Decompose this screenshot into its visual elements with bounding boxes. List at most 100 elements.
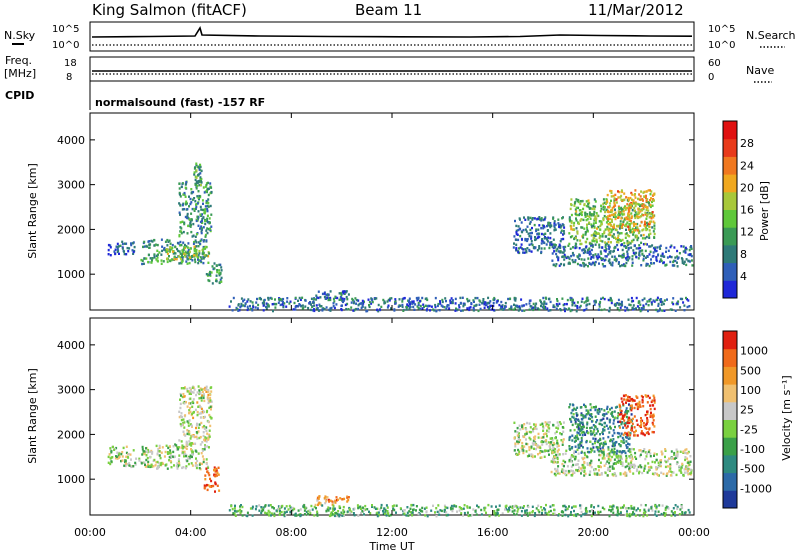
- range-gate-cell: [183, 208, 186, 211]
- range-gate-cell: [594, 234, 597, 237]
- velocity-colorbar-tick: -500: [740, 463, 765, 476]
- range-gate-cell: [580, 514, 583, 518]
- range-gate-cell: [629, 397, 632, 401]
- range-gate-cell: [602, 453, 605, 456]
- range-gate-cell: [602, 428, 605, 431]
- range-gate-cell: [625, 217, 628, 220]
- range-gate-cell: [652, 230, 655, 233]
- range-gate-cell: [676, 455, 679, 458]
- range-gate-cell: [607, 237, 610, 241]
- range-gate-cell: [646, 224, 649, 227]
- range-gate-cell: [182, 193, 185, 196]
- range-gate-cell: [593, 219, 596, 222]
- range-gate-cell: [535, 447, 537, 451]
- range-gate-cell: [191, 405, 194, 408]
- range-gate-cell: [493, 510, 496, 513]
- range-gate-cell: [178, 235, 181, 238]
- range-gate-cell: [197, 426, 200, 429]
- range-gate-cell: [511, 510, 514, 513]
- range-gate-cell: [646, 300, 649, 303]
- range-gate-cell: [603, 464, 606, 467]
- range-gate-cell: [210, 400, 213, 403]
- range-gate-cell: [592, 424, 595, 427]
- range-gate-cell: [169, 445, 171, 448]
- range-gate-cell: [619, 303, 622, 306]
- range-gate-cell: [196, 437, 199, 440]
- range-gate-cell: [540, 232, 543, 236]
- range-gate-cell: [241, 505, 244, 509]
- range-gate-cell: [191, 450, 194, 453]
- range-gate-cell: [628, 437, 631, 440]
- range-gate-cell: [443, 508, 446, 512]
- range-gate-cell: [554, 264, 557, 268]
- range-gate-cell: [640, 264, 643, 267]
- range-gate-cell: [585, 307, 588, 310]
- range-gate-cell: [199, 443, 202, 446]
- range-gate-cell: [645, 235, 648, 239]
- range-gate-cell: [528, 248, 531, 252]
- range-gate-cell: [408, 297, 411, 300]
- range-gate-cell: [581, 433, 584, 437]
- range-gate-cell: [234, 504, 236, 507]
- range-gate-cell: [531, 428, 534, 431]
- range-gate-cell: [166, 244, 169, 247]
- range-gate-cell: [387, 304, 390, 307]
- range-gate-cell: [122, 446, 125, 450]
- range-gate-cell: [300, 514, 303, 517]
- range-gate-cell: [598, 236, 601, 240]
- range-gate-cell: [532, 306, 535, 309]
- range-gate-cell: [677, 300, 680, 303]
- range-gate-cell: [193, 245, 196, 248]
- range-gate-cell: [567, 262, 570, 265]
- range-gate-cell: [361, 510, 364, 513]
- range-gate-cell: [206, 204, 209, 208]
- range-gate-cell: [625, 407, 628, 410]
- range-gate-cell: [649, 297, 652, 301]
- colorbar-segment: [723, 366, 737, 385]
- range-gate-cell: [611, 473, 614, 476]
- range-gate-cell: [589, 403, 592, 406]
- range-gate-cell: [128, 247, 131, 250]
- range-gate-cell: [625, 410, 628, 413]
- range-gate-cell: [630, 507, 633, 510]
- range-gate-cell: [521, 247, 523, 250]
- colorbar-segment: [723, 209, 737, 228]
- range-gate-cell: [625, 457, 628, 460]
- range-gate-cell: [161, 245, 164, 248]
- range-gate-cell: [589, 252, 592, 255]
- range-gate-cell: [197, 218, 199, 221]
- range-gate-cell: [394, 298, 397, 301]
- range-gate-cell: [652, 423, 655, 426]
- range-gate-cell: [294, 514, 297, 517]
- range-gate-cell: [340, 298, 343, 301]
- range-gate-cell: [638, 244, 641, 247]
- range-gate-cell: [158, 251, 161, 254]
- range-gate-cell: [517, 508, 520, 511]
- range-gate-cell: [566, 507, 569, 510]
- range-gate-cell: [618, 450, 621, 453]
- range-gate-cell: [283, 507, 286, 510]
- range-gate-cell: [368, 305, 371, 309]
- range-gate-cell: [388, 299, 391, 302]
- range-gate-cell: [579, 219, 582, 222]
- range-gate-cell: [597, 225, 600, 229]
- range-gate-cell: [562, 224, 565, 227]
- range-gate-cell: [570, 465, 573, 468]
- range-gate-cell: [583, 227, 586, 230]
- range-gate-cell: [631, 397, 634, 401]
- range-gate-cell: [627, 434, 630, 437]
- range-gate-cell: [619, 473, 622, 476]
- range-gate-cell: [240, 504, 242, 507]
- range-gate-cell: [610, 195, 613, 198]
- range-gate-cell: [685, 465, 688, 468]
- range-gate-cell: [518, 452, 521, 456]
- range-gate-cell: [542, 429, 545, 432]
- range-gate-cell: [181, 208, 184, 211]
- range-gate-cell: [516, 306, 519, 309]
- range-gate-cell: [376, 511, 379, 514]
- range-gate-cell: [576, 434, 579, 437]
- range-gate-cell: [594, 441, 596, 445]
- range-gate-cell: [638, 455, 641, 458]
- range-gate-cell: [325, 496, 328, 499]
- range-gate-cell: [642, 307, 645, 311]
